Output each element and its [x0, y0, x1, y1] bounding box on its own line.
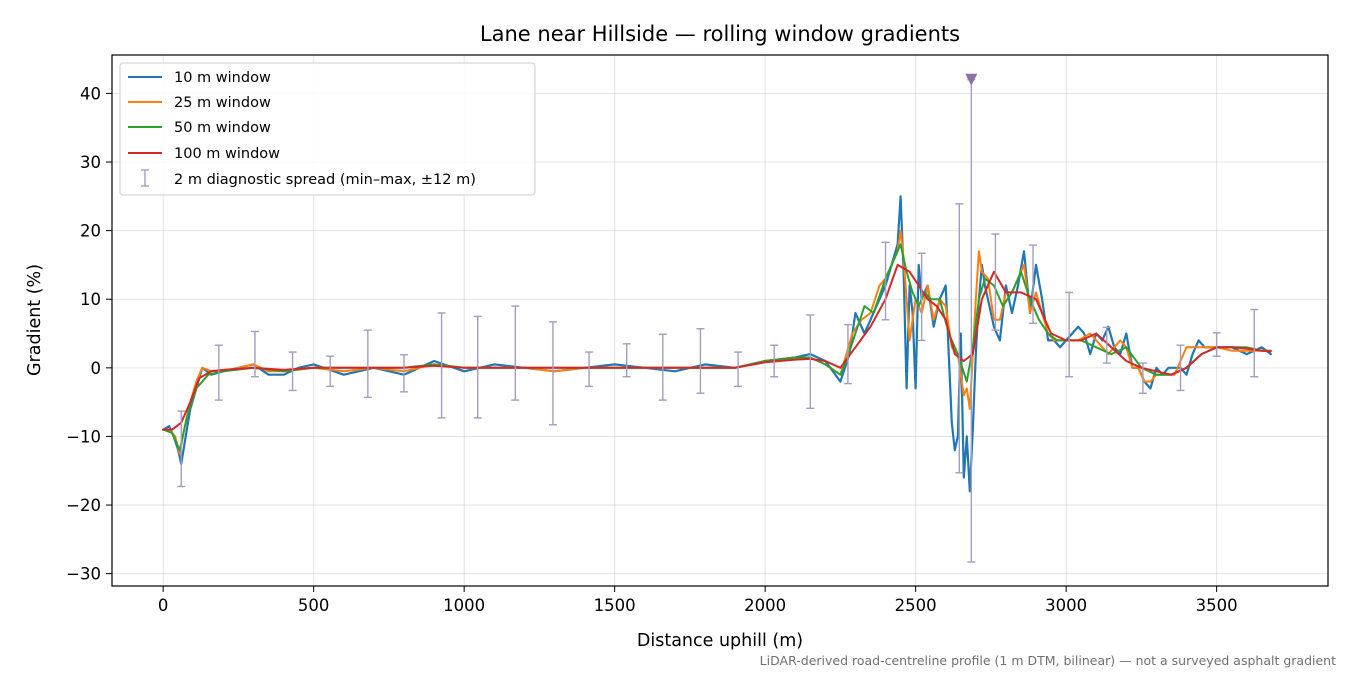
legend-label-errorbar: 2 m diagnostic spread (min–max, ±12 m) — [174, 172, 476, 188]
legend-label-25m: 25 m window — [174, 95, 271, 111]
y-tick-label: −10 — [66, 427, 101, 446]
errorbar — [548, 321, 557, 426]
errorbar — [734, 351, 743, 388]
errorbar — [1138, 362, 1147, 394]
y-axis-label: Gradient (%) — [25, 264, 45, 376]
errorbar — [955, 203, 964, 474]
chart-title: Lane near Hillside — rolling window grad… — [480, 22, 960, 46]
errorbars — [177, 73, 1259, 563]
errorbar — [399, 354, 408, 393]
x-tick-label: 2000 — [744, 596, 786, 615]
errorbar — [250, 330, 259, 378]
errorbar — [991, 233, 1000, 331]
x-tick-label: 2500 — [895, 596, 937, 615]
y-tick-label: 20 — [80, 222, 101, 241]
errorbar — [473, 315, 482, 419]
legend-label-50m: 50 m window — [174, 120, 271, 136]
y-tick-label: 40 — [80, 84, 101, 103]
x-tick-label: 3500 — [1196, 596, 1238, 615]
errorbar — [363, 329, 372, 399]
errorbar — [917, 252, 926, 342]
axis-ticks: 0 500 1000 1500 2000 2500 3000 3500 −30 −20 −10 0 10… — [66, 84, 1237, 615]
legend: 10 m window 25 m window 50 m window 100 … — [119, 62, 536, 196]
series-line-4 — [162, 263, 1272, 431]
errorbar — [658, 333, 667, 401]
errorbar — [214, 344, 223, 401]
errorbar — [585, 351, 594, 388]
x-tick-label: 1500 — [594, 596, 636, 615]
errorbar — [622, 343, 631, 378]
legend-box — [119, 62, 536, 196]
errorbar — [1102, 326, 1111, 364]
errorbar — [511, 305, 520, 401]
legend-label-100m: 100 m window — [174, 146, 280, 162]
series-lines — [162, 195, 1272, 493]
errorbar — [326, 355, 335, 388]
y-tick-label: 0 — [91, 359, 102, 378]
y-tick-label: 10 — [80, 290, 101, 309]
errorbar — [177, 410, 186, 488]
y-tick-label: −30 — [66, 565, 101, 584]
clipped-errorbar-marker — [965, 73, 978, 86]
x-tick-label: 1000 — [443, 596, 485, 615]
x-tick-label: 0 — [158, 596, 169, 615]
errorbar — [1029, 244, 1038, 324]
errorbar — [696, 328, 705, 394]
errorbar — [1250, 308, 1259, 378]
x-tick-label: 500 — [298, 596, 330, 615]
errorbar — [1065, 291, 1074, 378]
errorbar — [770, 344, 779, 378]
plot-frame — [111, 54, 1329, 587]
errorbar — [806, 314, 815, 410]
errorbar — [288, 351, 297, 392]
x-tick-label: 3000 — [1045, 596, 1087, 615]
errorbar — [1176, 344, 1185, 392]
y-tick-label: 30 — [80, 153, 101, 172]
y-tick-label: −20 — [66, 496, 101, 515]
x-axis-label: Distance uphill (m) — [637, 631, 803, 651]
legend-swatch-errorbar — [141, 169, 149, 187]
series-line-1 — [162, 195, 1272, 493]
errorbar — [881, 241, 890, 321]
errorbar — [1212, 332, 1221, 357]
legend-label-10m: 10 m window — [174, 70, 271, 86]
errorbar — [843, 323, 852, 385]
errorbar — [437, 312, 446, 419]
footnote: LiDAR-derived road-centreline profile (1… — [760, 653, 1336, 668]
